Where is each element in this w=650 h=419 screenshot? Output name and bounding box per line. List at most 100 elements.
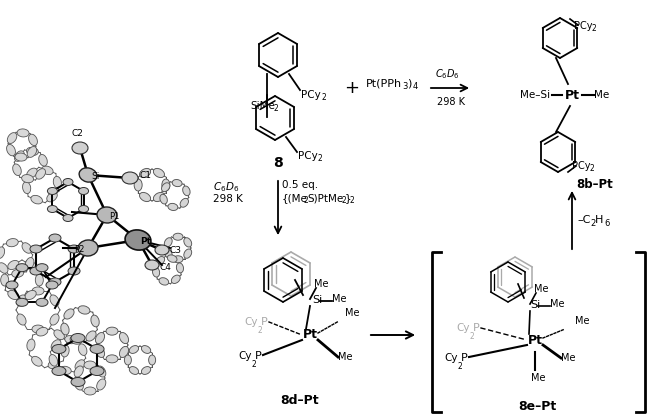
Ellipse shape — [47, 192, 57, 202]
Ellipse shape — [97, 366, 106, 377]
Text: +: + — [344, 79, 359, 97]
Ellipse shape — [176, 263, 183, 273]
Ellipse shape — [15, 153, 27, 161]
Text: {(Me: {(Me — [282, 193, 308, 203]
Ellipse shape — [173, 233, 183, 240]
Text: 2: 2 — [303, 196, 307, 205]
Text: Pt: Pt — [140, 236, 151, 246]
Ellipse shape — [172, 275, 180, 284]
Ellipse shape — [162, 179, 170, 191]
Text: 2: 2 — [470, 332, 474, 341]
Ellipse shape — [167, 255, 177, 262]
Ellipse shape — [180, 198, 188, 207]
Ellipse shape — [122, 172, 138, 184]
Ellipse shape — [52, 344, 66, 354]
Ellipse shape — [63, 178, 73, 186]
Text: PCy: PCy — [301, 90, 320, 100]
Ellipse shape — [49, 278, 61, 286]
Ellipse shape — [17, 314, 26, 325]
Ellipse shape — [162, 183, 170, 191]
Ellipse shape — [106, 355, 118, 363]
Ellipse shape — [64, 309, 74, 319]
Ellipse shape — [61, 323, 69, 335]
Text: P: P — [255, 351, 262, 361]
Ellipse shape — [75, 360, 85, 370]
Ellipse shape — [183, 186, 190, 196]
Text: Me: Me — [332, 294, 346, 304]
Text: 8: 8 — [273, 156, 283, 170]
Ellipse shape — [78, 240, 98, 256]
Text: 2: 2 — [592, 23, 597, 33]
Ellipse shape — [72, 142, 88, 154]
Ellipse shape — [52, 367, 66, 375]
Text: C1: C1 — [140, 171, 152, 179]
Ellipse shape — [25, 261, 36, 269]
Text: H: H — [595, 215, 603, 225]
Text: $C_6D_6$: $C_6D_6$ — [213, 180, 239, 194]
Text: 8e–Pt: 8e–Pt — [518, 399, 556, 412]
Ellipse shape — [97, 379, 106, 390]
Ellipse shape — [6, 238, 18, 247]
Ellipse shape — [164, 238, 172, 247]
Text: Pt: Pt — [528, 334, 543, 347]
Text: Me–Si: Me–Si — [520, 90, 550, 100]
Ellipse shape — [49, 234, 61, 242]
Ellipse shape — [149, 355, 155, 365]
Ellipse shape — [106, 327, 118, 335]
Text: 6: 6 — [604, 218, 610, 228]
Text: 298 K: 298 K — [213, 194, 243, 204]
Ellipse shape — [84, 361, 96, 369]
Text: 0.5 eq.: 0.5 eq. — [282, 180, 318, 190]
Ellipse shape — [54, 330, 64, 340]
Ellipse shape — [79, 344, 87, 355]
Ellipse shape — [142, 367, 151, 375]
Ellipse shape — [96, 333, 105, 344]
Ellipse shape — [91, 315, 99, 327]
Text: 2: 2 — [318, 154, 323, 163]
Ellipse shape — [21, 175, 34, 183]
Text: P: P — [461, 353, 468, 363]
Ellipse shape — [184, 249, 192, 258]
Ellipse shape — [0, 247, 5, 259]
Text: –C: –C — [577, 215, 590, 225]
Text: Me: Me — [550, 299, 564, 309]
Ellipse shape — [49, 354, 58, 366]
Text: PCy: PCy — [298, 151, 318, 161]
Text: 2: 2 — [349, 196, 354, 205]
Ellipse shape — [25, 290, 36, 300]
Ellipse shape — [78, 306, 90, 314]
Text: Me: Me — [345, 308, 359, 318]
Text: 2: 2 — [258, 326, 263, 335]
Text: P: P — [473, 323, 480, 333]
Ellipse shape — [172, 179, 182, 186]
Ellipse shape — [6, 145, 16, 156]
Ellipse shape — [96, 347, 105, 357]
Text: 298 K: 298 K — [437, 97, 465, 107]
Ellipse shape — [79, 168, 97, 182]
Ellipse shape — [140, 168, 151, 178]
Ellipse shape — [17, 129, 29, 137]
Text: Me: Me — [531, 373, 545, 383]
Ellipse shape — [27, 168, 37, 178]
Ellipse shape — [59, 366, 72, 375]
Ellipse shape — [120, 347, 129, 357]
Ellipse shape — [71, 334, 85, 342]
Text: P: P — [261, 317, 268, 327]
Ellipse shape — [1, 274, 8, 286]
Ellipse shape — [160, 194, 167, 204]
Text: 2: 2 — [273, 104, 278, 113]
Text: Si: Si — [312, 295, 322, 305]
Ellipse shape — [23, 182, 31, 194]
Ellipse shape — [134, 179, 142, 191]
Ellipse shape — [50, 295, 59, 306]
Ellipse shape — [13, 164, 21, 176]
Ellipse shape — [129, 367, 138, 375]
Text: }: } — [345, 193, 352, 203]
Ellipse shape — [16, 298, 28, 306]
Ellipse shape — [155, 245, 169, 255]
Ellipse shape — [31, 195, 42, 204]
Text: Me: Me — [561, 353, 575, 363]
Ellipse shape — [70, 336, 82, 344]
Ellipse shape — [140, 192, 151, 202]
Ellipse shape — [84, 387, 96, 395]
